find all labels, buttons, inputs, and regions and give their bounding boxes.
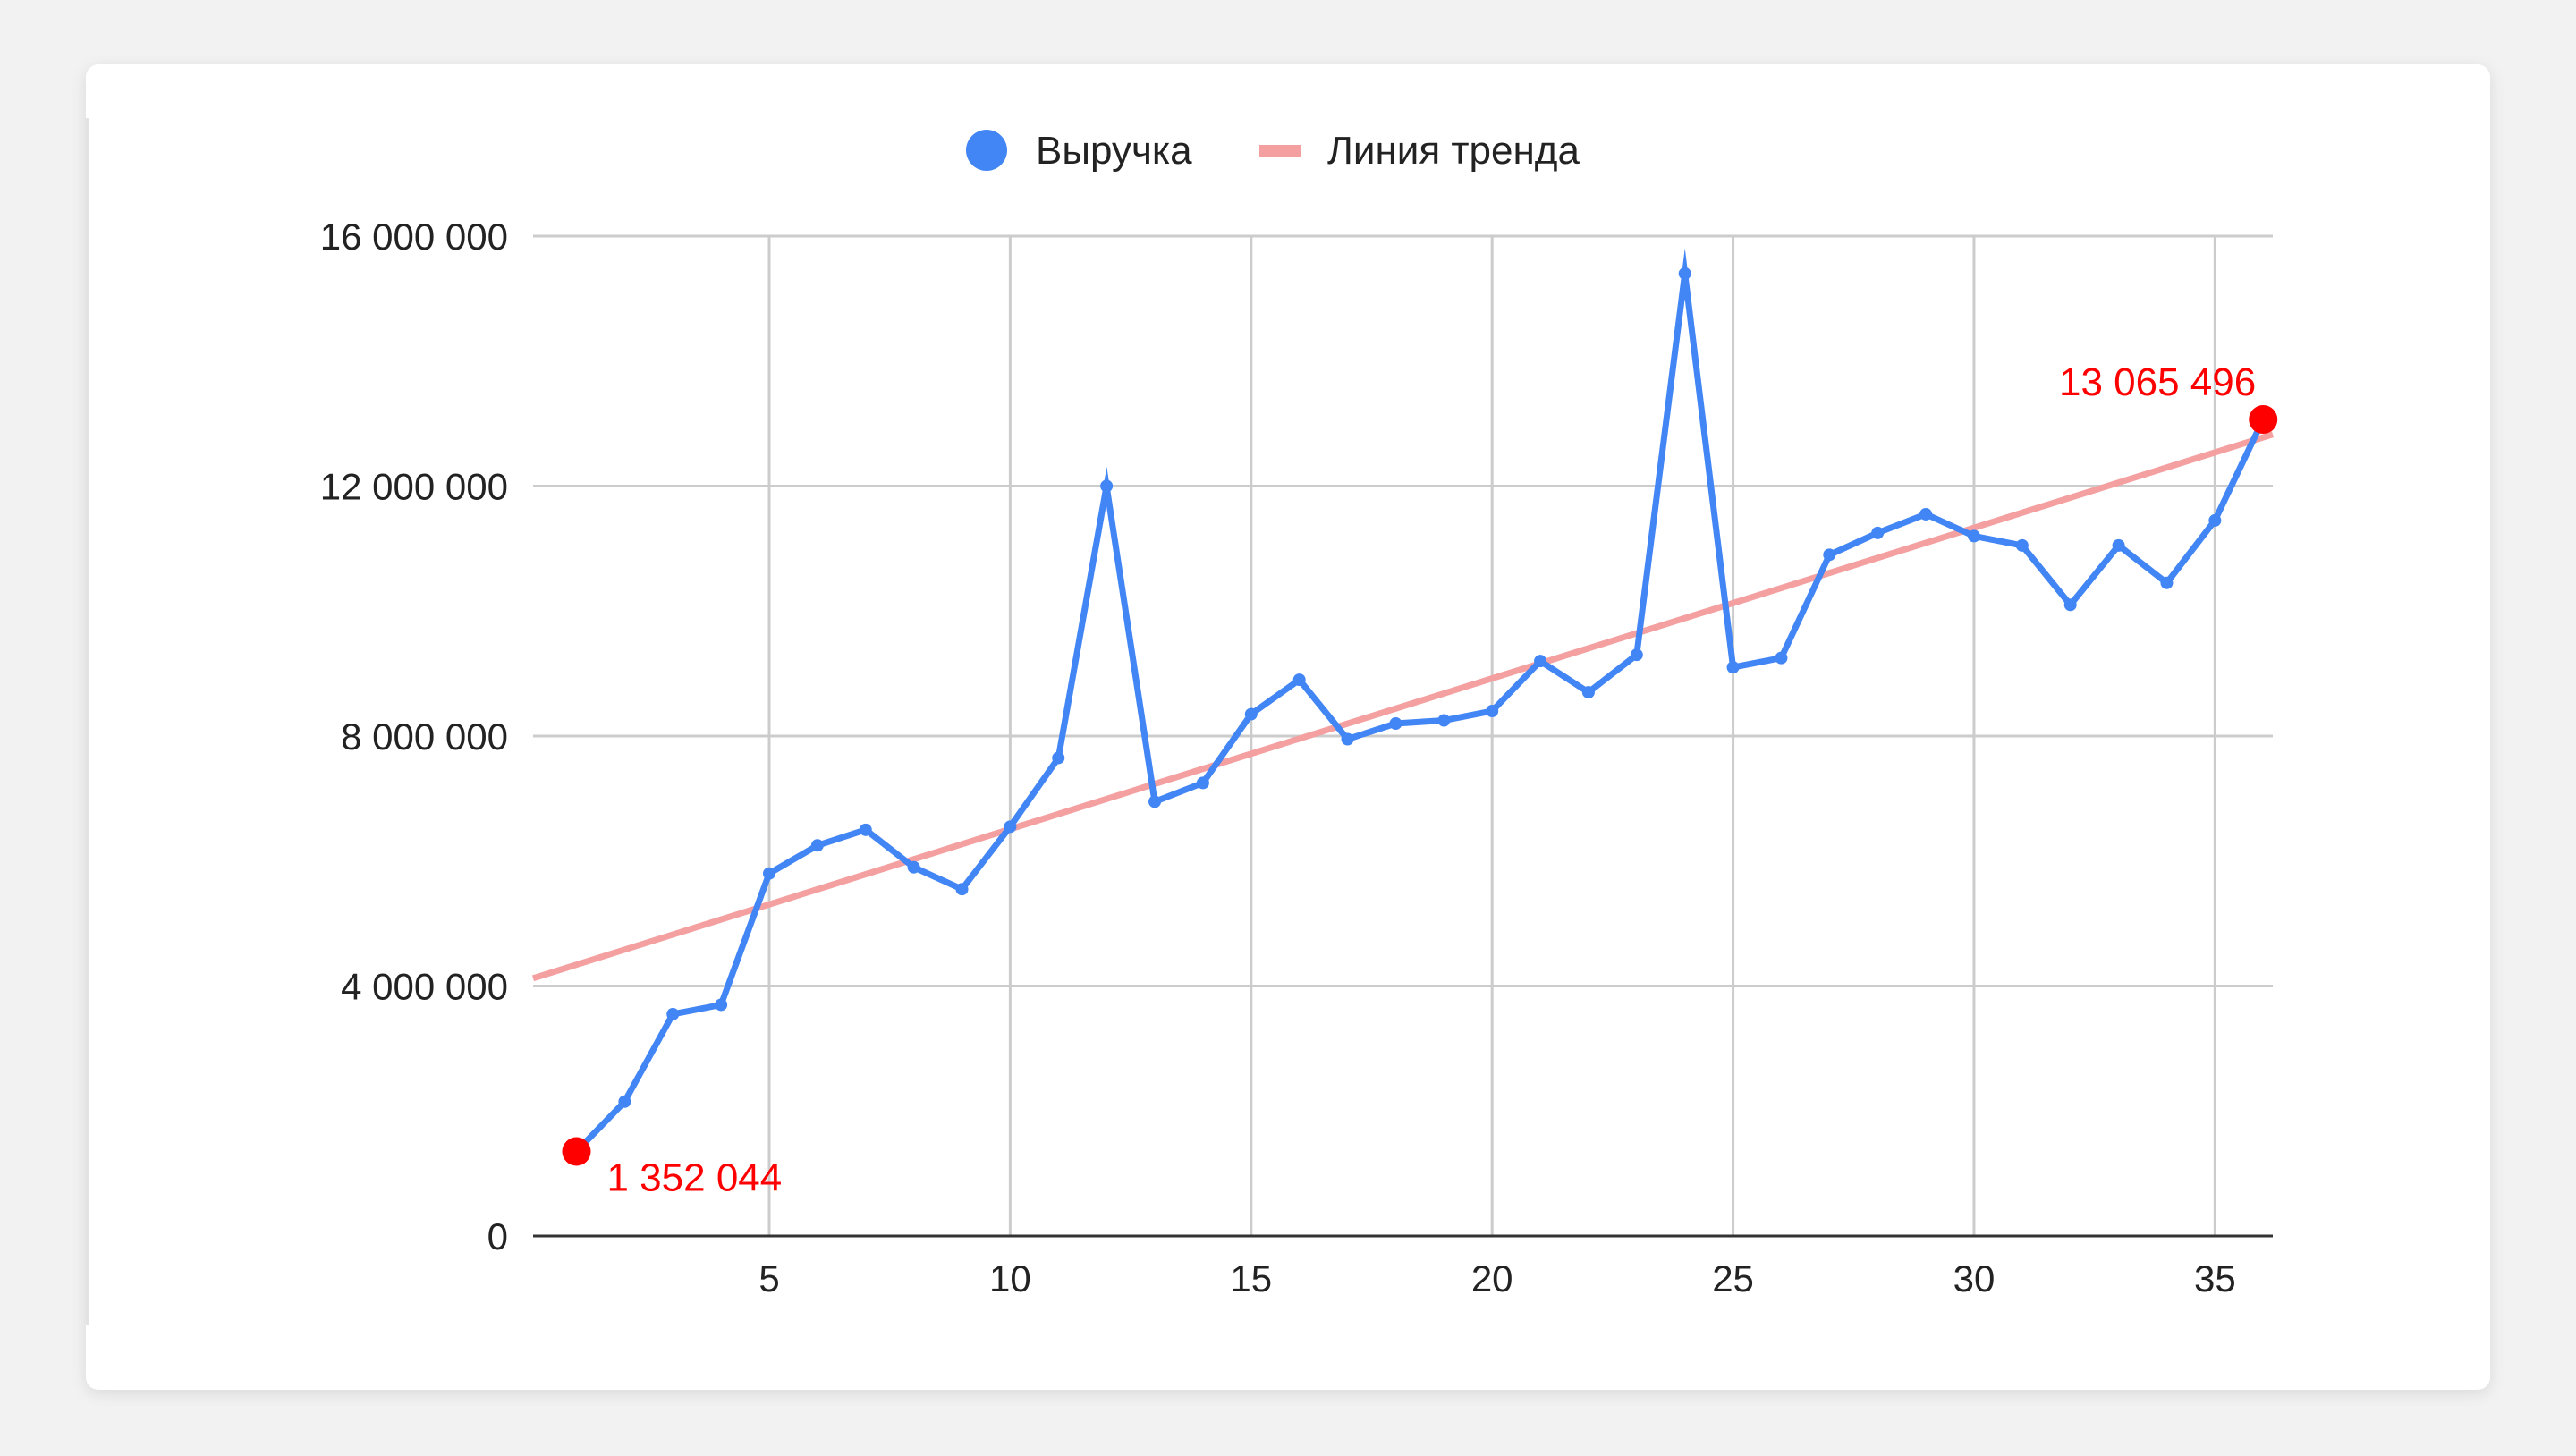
data-point xyxy=(618,1095,631,1108)
data-point xyxy=(1100,479,1114,493)
data-point xyxy=(1871,526,1885,539)
legend-label: Выручка xyxy=(1036,129,1192,173)
data-point xyxy=(1630,648,1643,662)
x-tick-label: 15 xyxy=(1230,1257,1272,1299)
data-label: 1 352 044 xyxy=(606,1156,782,1200)
data-point xyxy=(907,860,920,874)
grid-layer xyxy=(533,234,2273,1236)
series-line-vyruchka xyxy=(573,248,2267,1154)
data-point xyxy=(1581,686,1595,699)
revenue-line-chart: 0 4 000 000 8 000 000 12 000 000 16 000 000 5… xyxy=(320,129,2278,1299)
y-tick-label: 4 000 000 xyxy=(341,966,508,1008)
data-point xyxy=(1726,661,1740,674)
data-point xyxy=(1919,507,1933,521)
data-point xyxy=(1341,732,1354,746)
card-edge-divider xyxy=(86,118,89,1325)
data-point xyxy=(810,839,824,852)
y-tick-label: 16 000 000 xyxy=(320,216,508,258)
data-point xyxy=(1775,651,1788,665)
x-tick-label: 20 xyxy=(1471,1257,1513,1299)
data-point xyxy=(1678,267,1691,280)
legend: Выручка Линия тренда xyxy=(966,129,1580,173)
data-point xyxy=(1389,717,1402,731)
data-label: 13 065 496 xyxy=(2059,360,2256,404)
data-point xyxy=(763,867,776,880)
data-point xyxy=(1052,751,1065,765)
data-point xyxy=(666,1007,680,1020)
x-tick-label: 10 xyxy=(989,1257,1031,1299)
highlight-point xyxy=(562,1137,591,1166)
data-point xyxy=(1004,820,1017,834)
data-point xyxy=(859,823,872,836)
y-tick-label: 0 xyxy=(487,1215,508,1257)
legend-marker-vyruchka xyxy=(966,130,1007,171)
highlight-point xyxy=(2249,405,2278,435)
x-tick-label: 5 xyxy=(758,1257,779,1299)
data-point xyxy=(2063,598,2077,612)
y-tick-label: 8 000 000 xyxy=(341,715,508,758)
data-point xyxy=(1823,548,1836,562)
data-point xyxy=(1534,655,1547,668)
data-point xyxy=(1148,795,1162,808)
data-point xyxy=(1244,707,1258,721)
x-tick-label: 30 xyxy=(1953,1257,1996,1299)
data-point xyxy=(1486,705,1499,718)
axis-layer: 0 4 000 000 8 000 000 12 000 000 16 000 000 5… xyxy=(320,216,2273,1299)
data-point xyxy=(1967,529,1980,543)
data-point xyxy=(2112,538,2125,552)
data-point xyxy=(1196,776,1209,790)
data-point xyxy=(2015,538,2029,552)
data-point xyxy=(2208,513,2222,527)
data-point xyxy=(2160,576,2174,589)
trend-line xyxy=(531,431,2275,982)
data-point xyxy=(955,883,969,896)
chart-card: 0 4 000 000 8 000 000 12 000 000 16 000 000 5… xyxy=(86,64,2490,1390)
series-layer xyxy=(570,248,2270,1158)
y-tick-label: 12 000 000 xyxy=(320,466,508,508)
data-point xyxy=(1437,714,1451,727)
legend-label: Линия тренда xyxy=(1327,129,1580,173)
annotation-layer: 1 352 044 13 065 496 xyxy=(562,360,2278,1200)
x-tick-label: 35 xyxy=(2194,1257,2236,1299)
trend-layer xyxy=(531,431,2275,982)
x-tick-label: 25 xyxy=(1712,1257,1754,1299)
data-point xyxy=(1292,673,1306,687)
data-point xyxy=(715,998,728,1012)
